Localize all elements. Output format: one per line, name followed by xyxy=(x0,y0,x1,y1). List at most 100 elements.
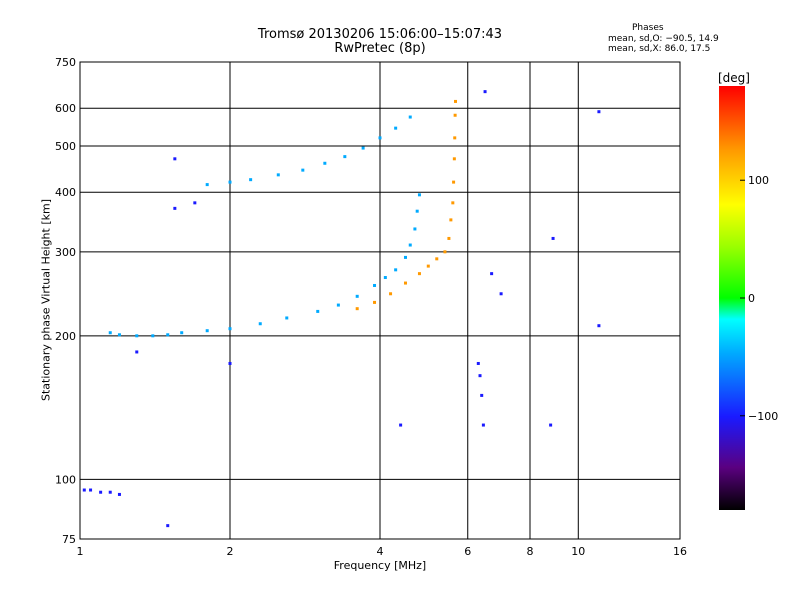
data-point xyxy=(180,331,184,335)
x-tick-label: 4 xyxy=(377,545,384,558)
data-point xyxy=(276,173,280,177)
data-point xyxy=(499,292,503,296)
data-point xyxy=(373,300,377,304)
x-tick-label: 8 xyxy=(527,545,534,558)
data-point xyxy=(399,423,403,427)
y-tick-label: 200 xyxy=(55,330,76,343)
colorbar-ticks: 100 0 −100 xyxy=(740,174,778,423)
data-point xyxy=(481,423,485,427)
data-point xyxy=(373,283,377,287)
data-point xyxy=(117,492,121,496)
data-point xyxy=(597,110,601,114)
data-point xyxy=(378,136,382,140)
data-point xyxy=(285,316,289,320)
x-tick-label: 10 xyxy=(571,545,585,558)
data-point xyxy=(361,146,365,150)
data-point xyxy=(597,324,601,328)
data-point xyxy=(394,126,398,130)
data-point xyxy=(415,209,419,213)
data-point xyxy=(449,218,453,222)
data-point xyxy=(228,361,232,365)
data-point xyxy=(135,350,139,354)
x-tick-label: 16 xyxy=(673,545,687,558)
data-point xyxy=(151,334,155,338)
y-tick-label: 400 xyxy=(55,186,76,199)
data-point xyxy=(166,524,170,528)
data-point xyxy=(476,361,480,365)
data-point xyxy=(228,180,232,184)
data-point xyxy=(205,329,209,333)
data-point xyxy=(478,374,482,378)
data-point xyxy=(355,307,359,311)
y-tick-label: 750 xyxy=(55,56,76,69)
data-point xyxy=(108,490,112,494)
chart-subtitle: RwPretec (8p) xyxy=(334,41,426,56)
data-point xyxy=(316,309,320,313)
data-point xyxy=(413,227,417,231)
y-tick-labels: 75 100 200 300 400 500 600 750 xyxy=(55,56,76,546)
y-tick-label: 300 xyxy=(55,246,76,259)
data-point xyxy=(443,250,447,254)
grid-lines xyxy=(80,62,680,539)
data-point xyxy=(408,115,412,119)
y-tick-label: 600 xyxy=(55,102,76,115)
data-point xyxy=(426,264,430,268)
stats-o: mean, sd,O: −90.5, 14.9 xyxy=(608,34,719,44)
data-point xyxy=(452,157,456,161)
data-points xyxy=(82,90,601,528)
data-point xyxy=(249,178,253,182)
x-tick-label: 6 xyxy=(464,545,471,558)
colorbar-tick-label: 0 xyxy=(748,292,755,305)
data-point xyxy=(403,281,407,285)
data-point xyxy=(452,180,456,184)
data-point xyxy=(193,201,197,205)
data-point xyxy=(173,157,177,161)
data-point xyxy=(99,490,103,494)
data-point xyxy=(355,294,359,298)
data-point xyxy=(435,257,439,261)
y-tick-label: 500 xyxy=(55,140,76,153)
stats-x: mean, sd,X: 86.0, 17.5 xyxy=(608,44,711,54)
data-point xyxy=(323,161,327,165)
data-point xyxy=(480,393,484,397)
data-point xyxy=(135,334,139,338)
x-tick-label: 1 xyxy=(77,545,84,558)
data-point xyxy=(117,333,121,337)
data-point xyxy=(389,292,393,296)
data-point xyxy=(82,488,86,492)
data-point xyxy=(301,168,305,172)
y-axis-label: Stationary phase Virtual Height [km] xyxy=(39,198,53,402)
data-point xyxy=(549,423,553,427)
data-point xyxy=(383,276,387,280)
data-point xyxy=(394,268,398,272)
colorbar-tick-label: −100 xyxy=(748,410,778,423)
chart-title: Tromsø 20130206 15:06:00–15:07:43 xyxy=(257,27,503,42)
data-point xyxy=(166,333,170,337)
data-point xyxy=(417,272,421,276)
phases-label: Phases xyxy=(632,23,664,33)
data-point xyxy=(417,193,421,197)
data-point xyxy=(483,90,487,94)
plot-frame xyxy=(79,61,681,540)
data-point xyxy=(108,331,112,335)
colorbar-tick-label: 100 xyxy=(748,174,769,187)
data-point xyxy=(89,488,93,492)
colorbar-label: [deg] xyxy=(718,71,750,85)
data-point xyxy=(490,272,494,276)
data-point xyxy=(408,243,412,247)
data-point xyxy=(551,236,555,240)
data-point xyxy=(205,183,209,187)
data-point xyxy=(228,327,232,331)
data-point xyxy=(453,113,457,117)
data-point xyxy=(258,322,262,326)
y-tick-label: 100 xyxy=(55,473,76,486)
data-point xyxy=(403,255,407,259)
data-point xyxy=(343,155,347,159)
x-axis-label: Frequency [MHz] xyxy=(333,559,427,572)
data-point xyxy=(173,206,177,210)
data-point xyxy=(453,136,457,140)
x-tick-label: 2 xyxy=(227,545,234,558)
x-tick-labels: 1 2 4 6 8 10 16 xyxy=(77,545,688,558)
data-point xyxy=(454,99,458,103)
